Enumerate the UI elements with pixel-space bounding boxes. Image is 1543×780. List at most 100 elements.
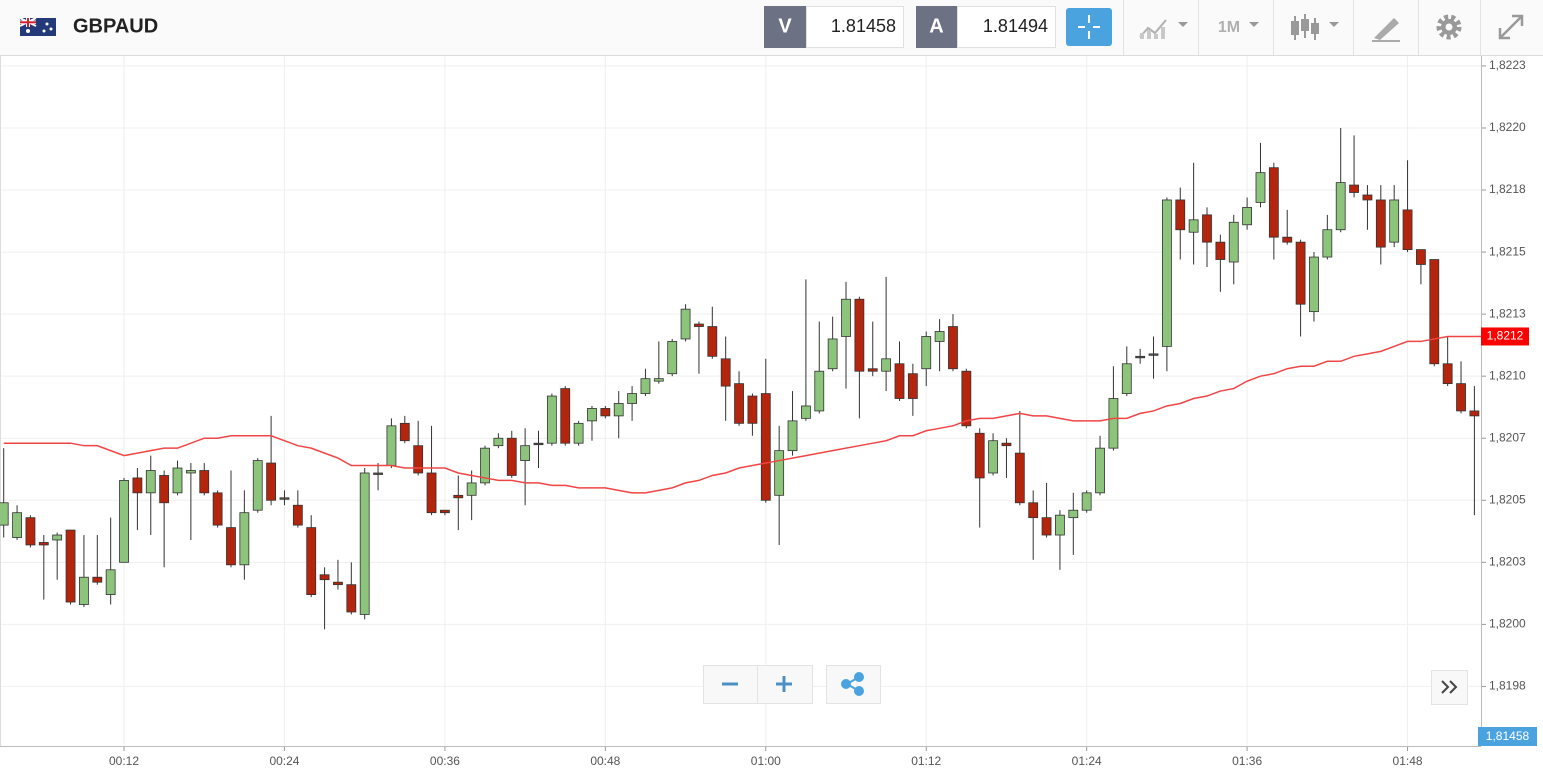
candle-body	[533, 442, 544, 446]
candle-body	[346, 584, 357, 613]
timeframe[interactable]: 1M	[1218, 19, 1240, 36]
chart-type-button[interactable]	[1139, 19, 1188, 39]
zoom-in[interactable]	[776, 676, 792, 692]
zoom-controls	[703, 665, 1468, 705]
candle-body	[1429, 259, 1440, 365]
settings-button[interactable]	[1436, 14, 1462, 40]
candle-body	[1028, 502, 1039, 519]
candle-body	[1175, 199, 1186, 231]
candle-body	[1469, 410, 1480, 417]
candle-body	[747, 395, 758, 424]
y-tick-label: 1,8215	[1489, 244, 1526, 258]
candle-body	[988, 440, 998, 474]
x-tick-label: 00:12	[109, 754, 139, 768]
ma-tag-label: 1,8212	[1487, 329, 1524, 343]
candle-body	[1001, 442, 1012, 447]
candle-body	[319, 574, 330, 581]
candle-body	[1108, 398, 1119, 449]
fullscreen-button[interactable]	[1498, 14, 1524, 40]
candle-type-button[interactable]	[1291, 14, 1339, 40]
y-tick-label: 1,8207	[1489, 430, 1526, 444]
sell-box[interactable]	[806, 6, 904, 48]
x-tick-label: 01:12	[911, 754, 941, 768]
x-tick-label: 01:00	[751, 754, 781, 768]
candle-body	[1081, 492, 1092, 511]
candle-body	[760, 393, 771, 501]
candle-body	[12, 512, 22, 538]
candle-body	[172, 467, 183, 494]
candle-body	[560, 388, 571, 444]
candle-body	[520, 445, 531, 461]
y-tick-label: 1,8205	[1489, 492, 1526, 506]
candle-body	[0, 502, 9, 526]
timeframe-caret	[1249, 22, 1259, 27]
candle-body	[974, 432, 985, 479]
candle-body	[961, 370, 972, 427]
candle-body	[1135, 355, 1146, 359]
symbol: GBPAUD	[73, 15, 158, 37]
candle-body	[306, 527, 317, 595]
buy-box[interactable]	[957, 6, 1056, 48]
buy-label: A	[929, 15, 943, 37]
buy-button[interactable]	[916, 6, 957, 48]
candle-body	[145, 470, 156, 494]
crosshair-button[interactable]	[1066, 8, 1112, 46]
candle-body	[399, 422, 410, 442]
toolbar: GBPAUD V 1.81458 A 1.81494 1M	[0, 0, 1543, 56]
sell-label: V	[778, 15, 792, 37]
x-tick-label: 01:36	[1232, 754, 1262, 768]
y-tick-label: 1,8210	[1489, 368, 1526, 382]
bid-tag	[1478, 727, 1537, 746]
candle-body	[1309, 256, 1319, 313]
candle-body	[867, 368, 878, 372]
candle-body	[506, 437, 517, 476]
candle-body	[854, 298, 865, 372]
candle-body	[1375, 199, 1386, 248]
candle-body	[1416, 249, 1426, 265]
candle-body	[185, 470, 196, 474]
scroll-right-button[interactable]	[1431, 670, 1468, 705]
candle-body	[787, 420, 798, 452]
candle-body	[1041, 517, 1052, 536]
candle-body	[1161, 199, 1172, 347]
plot-area: 1,8223 1,8220 1,8218 1,8215 1,8213 1,8210 1,82…	[0, 56, 1537, 768]
candle-body	[907, 373, 918, 399]
candle-body	[25, 517, 36, 546]
candle-body	[1362, 194, 1373, 201]
crosshair-icon	[1078, 15, 1100, 39]
candle-body	[694, 323, 704, 327]
candle-body	[52, 534, 63, 541]
candle-body	[894, 363, 905, 399]
candle-body	[1242, 207, 1253, 226]
candle-body	[734, 383, 744, 424]
x-tick-label: 00:48	[590, 754, 620, 768]
candle-body	[159, 475, 170, 504]
candle-body	[1402, 209, 1413, 250]
share-button[interactable]	[826, 665, 881, 704]
candle-body	[841, 298, 851, 337]
candle-body	[948, 326, 958, 370]
candle-body	[38, 542, 49, 546]
y-tick-label: 1,8198	[1489, 679, 1526, 693]
candle-body	[105, 569, 116, 595]
candle-body	[546, 395, 557, 444]
sell-button[interactable]	[764, 6, 806, 48]
candle-body	[440, 509, 450, 514]
candle-body	[1188, 219, 1199, 233]
candle-body	[1055, 514, 1065, 536]
candle-body	[720, 358, 731, 387]
candle-body	[212, 492, 223, 526]
candle-body	[1121, 363, 1132, 394]
candle-body	[1295, 241, 1306, 305]
candle-body	[921, 336, 932, 370]
x-tick-label: 01:24	[1072, 754, 1102, 768]
candle-body	[774, 450, 785, 496]
x-tick-label: 00:24	[269, 754, 299, 768]
candle-body	[1389, 199, 1400, 243]
candle-body	[801, 405, 811, 419]
draw-button[interactable]	[1372, 18, 1400, 42]
candle-body	[1148, 353, 1159, 356]
candle-body	[119, 480, 129, 563]
candle-body	[1442, 363, 1453, 385]
